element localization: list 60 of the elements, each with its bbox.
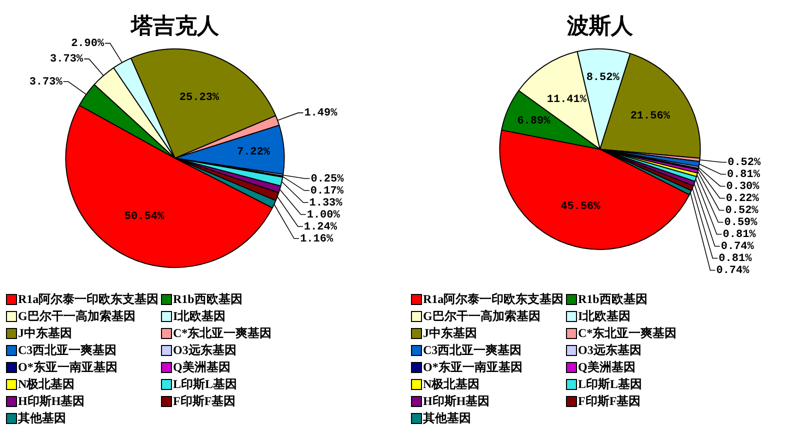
data-label: 2.90% bbox=[71, 38, 104, 50]
data-label: 0.81% bbox=[726, 169, 760, 182]
data-label: 3.73% bbox=[29, 76, 63, 88]
legend-label: F印斯F基因 bbox=[578, 393, 641, 410]
data-label: 0.59% bbox=[724, 217, 758, 230]
data-label: 0.74% bbox=[716, 265, 750, 278]
legend-label: C*东北亚一爽基因 bbox=[578, 325, 677, 342]
data-label: 3.73% bbox=[50, 54, 84, 66]
legend-label: L印斯L基因 bbox=[578, 376, 642, 393]
legend-label: H印斯H基因 bbox=[423, 393, 490, 410]
data-label: 8.52% bbox=[586, 72, 620, 84]
legend-label: Q美洲基因 bbox=[578, 359, 636, 376]
data-label: 7.22% bbox=[236, 146, 270, 159]
legend-label: L印斯L基因 bbox=[173, 376, 238, 393]
data-label: 50.54% bbox=[124, 210, 164, 223]
legend-label: H印斯H基因 bbox=[18, 393, 85, 410]
data-label: 0.52% bbox=[725, 205, 759, 218]
data-label: 25.23% bbox=[179, 92, 220, 104]
legend-label: 其他基因 bbox=[423, 410, 471, 427]
legend-label: O3远东基因 bbox=[173, 342, 236, 359]
legend-label: O3远东基因 bbox=[578, 342, 642, 359]
legend-label: R1b西欧基因 bbox=[173, 291, 242, 308]
data-label: 21.56% bbox=[630, 110, 670, 123]
legend-label: R1a阿尔泰一印欧东支基因 bbox=[18, 291, 159, 308]
legend-label: I北欧基因 bbox=[578, 308, 631, 325]
data-label: 1.24% bbox=[304, 221, 338, 234]
legend-label: O*东亚一南亚基因 bbox=[423, 359, 522, 376]
data-label: 1.00% bbox=[306, 209, 340, 222]
data-label: 0.74% bbox=[720, 241, 754, 254]
data-label: 1.33% bbox=[309, 197, 343, 210]
data-label: 0.22% bbox=[726, 193, 760, 206]
legend-label: N极北基因 bbox=[423, 376, 480, 393]
data-label: 0.25% bbox=[310, 173, 344, 186]
data-label: 0.52% bbox=[728, 157, 762, 170]
data-label: 6.89% bbox=[517, 115, 551, 128]
data-label: 1.49% bbox=[304, 108, 338, 120]
legend-label: G巴尔干一高加索基因 bbox=[18, 308, 136, 325]
legend-label: J中东基因 bbox=[423, 325, 477, 342]
legend-label: O*东亚一南亚基因 bbox=[18, 359, 118, 376]
legend-label: Q美洲基因 bbox=[173, 359, 230, 376]
data-label: 0.17% bbox=[310, 185, 344, 198]
legend-label: R1b西欧基因 bbox=[578, 291, 648, 308]
legend-label: I北欧基因 bbox=[173, 308, 226, 325]
legend-label: F印斯F基因 bbox=[173, 393, 236, 410]
data-label: 0.30% bbox=[726, 181, 760, 194]
chart-title: 波斯人 bbox=[566, 12, 634, 38]
data-label: 0.81% bbox=[722, 229, 756, 242]
data-label: 11.41% bbox=[546, 94, 587, 106]
chart-title: 塔吉克人 bbox=[130, 12, 220, 38]
legend-label: C*东北亚一爽基因 bbox=[173, 325, 272, 342]
legend-label: G巴尔干一高加索基因 bbox=[423, 308, 540, 325]
legend-label: C3西北亚一爽基因 bbox=[423, 342, 522, 359]
data-label: 45.56% bbox=[560, 200, 601, 213]
legend-label: 其他基因 bbox=[18, 410, 66, 427]
legend-label: N极北基因 bbox=[18, 376, 75, 393]
legend-label: C3西北亚一爽基因 bbox=[18, 342, 117, 359]
legend-label: R1a阿尔泰一印欧东支基因 bbox=[423, 291, 564, 308]
data-label: 0.81% bbox=[718, 253, 752, 266]
data-label: 1.16% bbox=[300, 233, 334, 246]
legend-label: J中东基因 bbox=[18, 325, 72, 342]
